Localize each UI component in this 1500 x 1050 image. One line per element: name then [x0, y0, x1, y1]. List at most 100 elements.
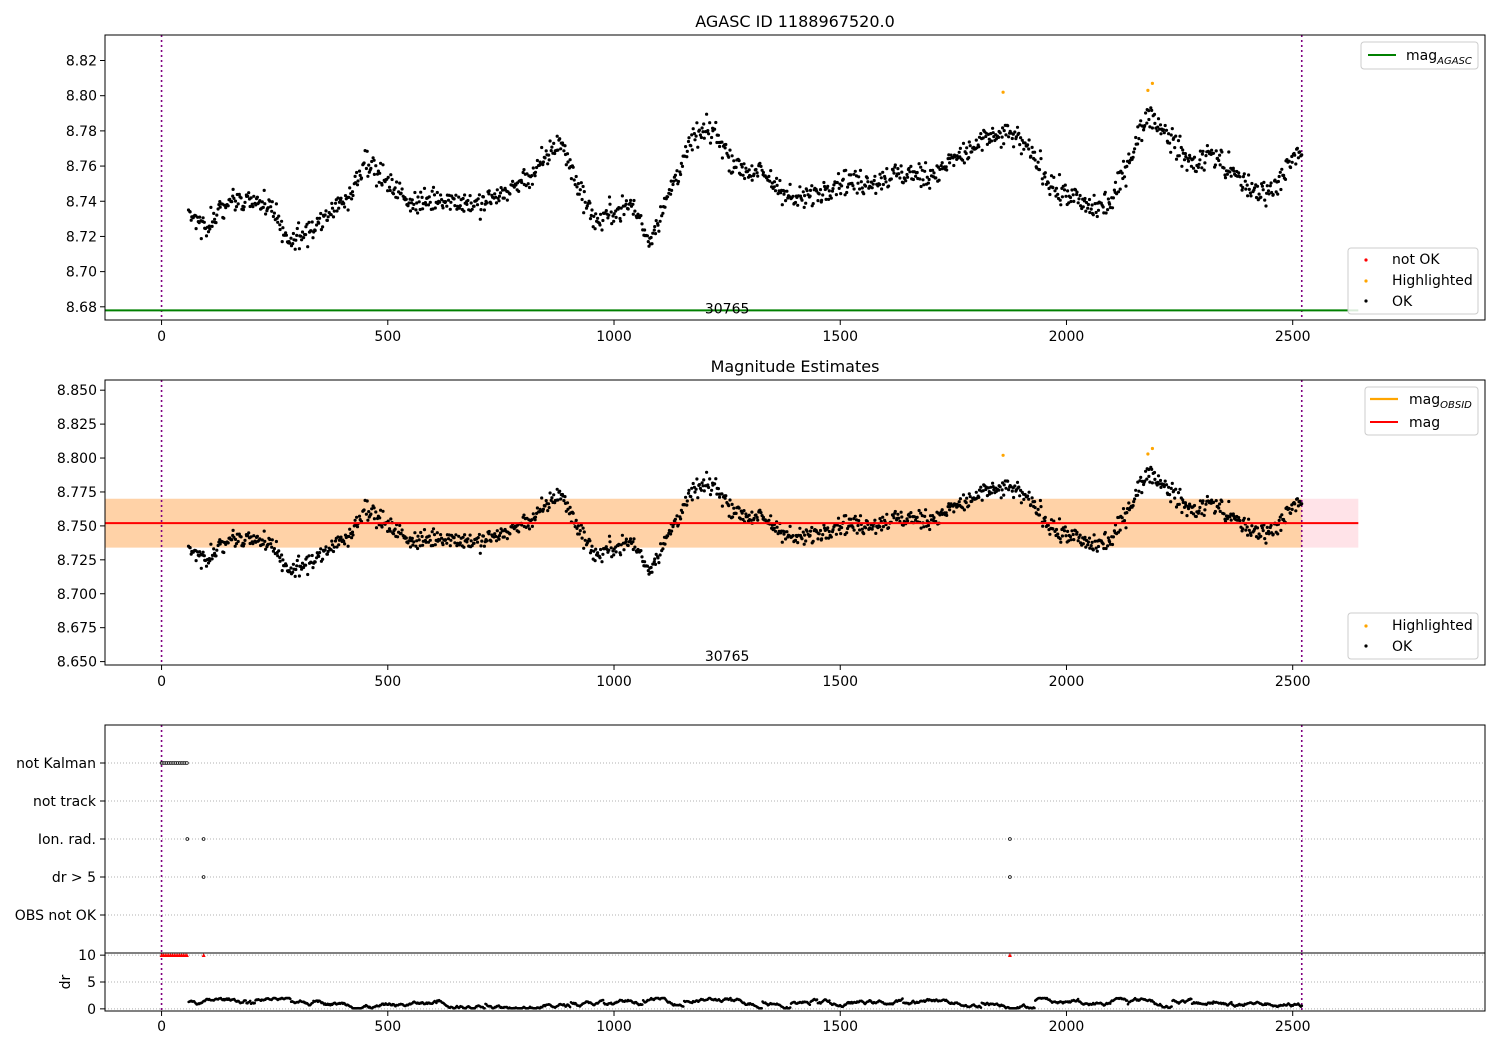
ok-point	[1019, 501, 1024, 505]
ok-point	[533, 174, 537, 178]
ok-point	[980, 498, 984, 502]
x-tick-label: 0	[157, 329, 166, 345]
ok-point	[1202, 168, 1206, 172]
ok-point	[724, 142, 728, 147]
ok-point	[1289, 165, 1293, 170]
ok-point	[583, 200, 587, 204]
ok-point	[999, 496, 1003, 500]
ok-point	[821, 193, 825, 197]
ok-point	[645, 234, 650, 238]
ok-point	[325, 218, 329, 222]
ok-point	[752, 516, 756, 521]
ok-point	[896, 167, 900, 171]
ok-point	[391, 192, 396, 196]
ok-point	[1189, 164, 1193, 168]
ok-point	[466, 537, 470, 541]
ok-point	[1203, 508, 1207, 512]
ok-point	[1228, 170, 1232, 174]
ok-point	[453, 541, 457, 545]
ok-point	[802, 205, 806, 209]
ok-point	[718, 495, 722, 499]
ok-point	[433, 543, 437, 547]
ok-point	[1091, 548, 1095, 552]
ok-point	[233, 537, 238, 542]
ok-point	[864, 184, 868, 188]
ok-point	[631, 540, 635, 544]
ok-point	[428, 200, 432, 204]
ok-point	[302, 236, 306, 240]
ok-point	[1247, 517, 1251, 521]
ok-point	[1164, 128, 1169, 132]
ok-point	[280, 569, 284, 573]
dr-point	[311, 1001, 314, 1005]
ok-point	[407, 539, 411, 543]
ok-point	[379, 508, 383, 512]
x-tick-label: 1500	[822, 1019, 858, 1035]
ok-point	[315, 216, 319, 220]
ok-point	[1070, 188, 1074, 192]
ok-point	[1133, 497, 1137, 501]
ok-point	[713, 482, 717, 486]
ok-point	[987, 137, 991, 141]
ok-point	[852, 517, 856, 521]
ok-point	[396, 535, 400, 539]
ok-point	[1182, 505, 1187, 509]
ok-point	[414, 544, 418, 548]
ok-point	[728, 498, 732, 502]
ok-point	[702, 122, 706, 126]
ok-point	[215, 213, 219, 217]
ok-point	[1124, 184, 1128, 188]
ok-point	[1145, 477, 1149, 481]
ok-point	[1156, 474, 1161, 478]
ok-point	[1241, 527, 1245, 531]
ok-point	[1110, 542, 1115, 547]
ok-point	[558, 137, 562, 141]
ok-point	[258, 199, 262, 203]
ok-point	[369, 512, 373, 516]
ok-point	[663, 205, 667, 209]
ok-point	[862, 532, 866, 536]
ok-point	[1068, 195, 1073, 200]
ok-point	[844, 514, 848, 518]
ok-point	[592, 214, 596, 218]
ok-point	[270, 538, 274, 542]
ok-point	[1022, 147, 1026, 151]
ok-point	[333, 539, 338, 543]
ok-point	[326, 549, 330, 554]
ok-point	[788, 524, 792, 529]
ok-point	[413, 531, 417, 535]
dr-point	[1170, 1005, 1173, 1008]
ok-point	[321, 557, 325, 561]
ok-point	[1033, 158, 1037, 162]
ok-point	[315, 551, 319, 555]
ok-point	[892, 516, 896, 520]
ok-point	[232, 196, 236, 200]
ok-point	[754, 513, 758, 517]
ok-point	[601, 552, 605, 556]
ok-point	[671, 182, 675, 187]
ok-point	[449, 200, 453, 204]
ok-point	[948, 508, 952, 512]
ok-point	[458, 541, 462, 545]
ok-point	[1287, 159, 1291, 163]
ok-point	[885, 167, 889, 171]
ok-point	[900, 170, 904, 174]
ok-point	[1153, 121, 1157, 125]
ok-point	[598, 223, 602, 227]
ok-point	[1066, 529, 1070, 534]
ok-point	[281, 226, 285, 230]
ok-point	[685, 149, 689, 153]
ok-point	[1173, 496, 1177, 500]
ok-point	[498, 531, 503, 535]
ok-point	[1066, 189, 1070, 193]
ok-point	[1000, 135, 1004, 139]
ok-point	[997, 135, 1001, 139]
ok-point	[454, 533, 458, 537]
ok-point	[550, 496, 554, 500]
ok-point	[1213, 163, 1217, 167]
ok-point	[1127, 152, 1131, 156]
ok-point	[396, 196, 400, 200]
ok-point	[526, 524, 530, 528]
ok-point	[493, 192, 497, 196]
ok-point	[410, 198, 414, 202]
